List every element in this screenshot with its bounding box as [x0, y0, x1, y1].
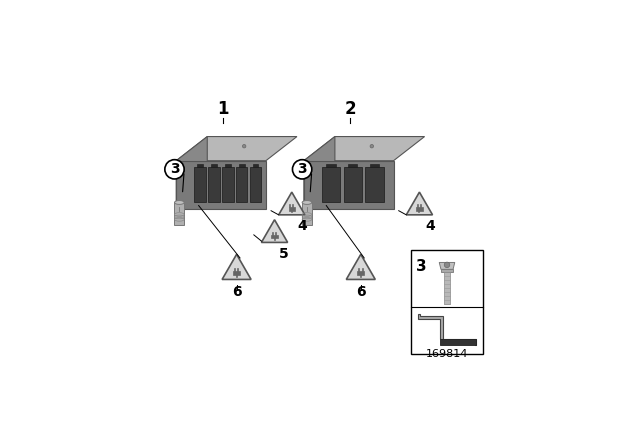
Polygon shape — [261, 220, 287, 242]
Polygon shape — [302, 202, 312, 224]
Polygon shape — [357, 271, 364, 275]
Text: 5: 5 — [279, 247, 289, 261]
Polygon shape — [365, 168, 384, 202]
Text: 4: 4 — [297, 220, 307, 233]
Polygon shape — [304, 137, 335, 209]
Polygon shape — [289, 207, 295, 211]
Polygon shape — [278, 192, 305, 215]
Text: 1: 1 — [217, 99, 228, 117]
Circle shape — [444, 262, 450, 267]
Polygon shape — [346, 254, 375, 280]
Polygon shape — [225, 164, 230, 168]
Ellipse shape — [175, 201, 184, 204]
Polygon shape — [418, 314, 476, 345]
Polygon shape — [304, 161, 394, 209]
Polygon shape — [441, 269, 453, 272]
Polygon shape — [253, 164, 259, 168]
Polygon shape — [344, 168, 362, 202]
Polygon shape — [239, 164, 244, 168]
Polygon shape — [194, 168, 206, 202]
Polygon shape — [175, 202, 184, 224]
Polygon shape — [236, 168, 248, 202]
Text: 4: 4 — [425, 220, 435, 233]
Polygon shape — [326, 164, 335, 168]
Circle shape — [165, 159, 184, 179]
Polygon shape — [176, 137, 297, 161]
Polygon shape — [176, 137, 207, 209]
Polygon shape — [304, 137, 424, 161]
Circle shape — [292, 159, 312, 179]
Polygon shape — [322, 168, 340, 202]
Polygon shape — [416, 207, 422, 211]
Polygon shape — [222, 254, 251, 280]
Polygon shape — [197, 164, 203, 168]
Polygon shape — [440, 339, 476, 345]
Polygon shape — [233, 271, 240, 275]
Polygon shape — [271, 235, 278, 238]
Polygon shape — [370, 164, 379, 168]
Text: 3: 3 — [170, 162, 179, 177]
Text: 169814: 169814 — [426, 349, 468, 359]
Polygon shape — [444, 272, 450, 304]
Text: 2: 2 — [344, 99, 356, 117]
Text: 6: 6 — [232, 285, 241, 299]
Polygon shape — [439, 263, 455, 269]
Text: 3: 3 — [416, 259, 427, 274]
Polygon shape — [211, 164, 217, 168]
Text: 3: 3 — [298, 162, 307, 177]
Polygon shape — [348, 164, 357, 168]
Polygon shape — [250, 168, 261, 202]
Polygon shape — [406, 192, 433, 215]
FancyBboxPatch shape — [411, 250, 483, 354]
Polygon shape — [222, 168, 234, 202]
Ellipse shape — [302, 201, 312, 204]
Circle shape — [370, 145, 374, 148]
Polygon shape — [208, 168, 220, 202]
Polygon shape — [176, 161, 266, 209]
Circle shape — [243, 145, 246, 148]
Text: 6: 6 — [356, 285, 365, 299]
